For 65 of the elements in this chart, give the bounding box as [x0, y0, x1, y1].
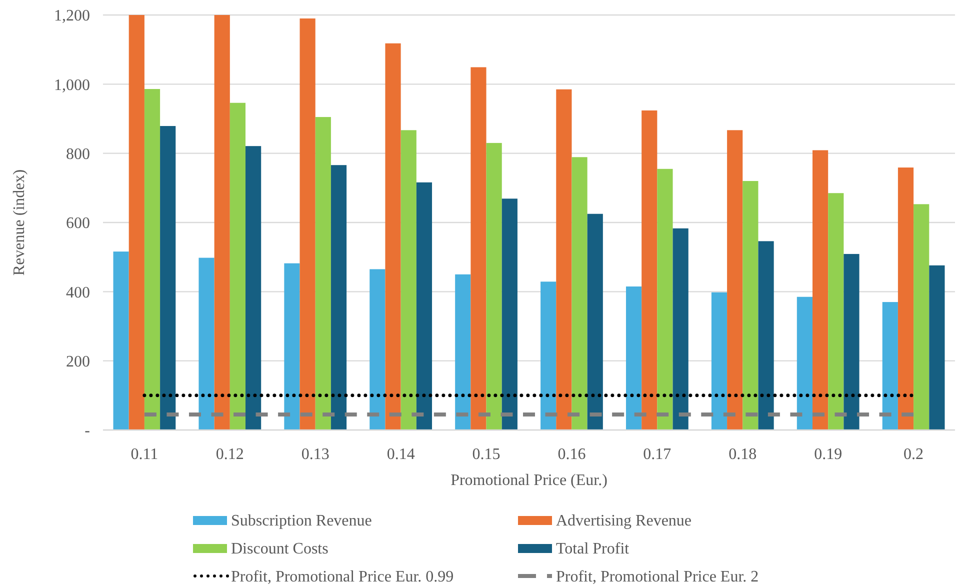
bar	[400, 130, 416, 430]
bar	[642, 110, 658, 430]
legend-label: Subscription Revenue	[231, 512, 372, 530]
bar	[711, 292, 728, 430]
x-tick-label: 0.12	[216, 446, 244, 463]
bar	[385, 43, 401, 430]
bar	[844, 254, 860, 430]
bar	[672, 228, 688, 430]
legend-label: Total Profit	[556, 540, 630, 558]
bar	[727, 130, 743, 430]
bar	[470, 67, 486, 430]
x-tick-label: 0.11	[130, 446, 158, 463]
bar	[486, 142, 502, 430]
bar	[758, 241, 774, 430]
y-axis-title: Revenue (index)	[11, 169, 28, 276]
bar	[626, 286, 642, 430]
bar	[284, 263, 300, 430]
x-tick-label: 0.19	[814, 446, 842, 463]
x-tick-label: 0.16	[558, 446, 586, 463]
legend-label: Profit, Promotional Price Eur. 2	[556, 568, 759, 586]
bar	[246, 146, 262, 430]
bar	[144, 89, 160, 430]
y-tick-label: 400	[66, 284, 90, 302]
x-tick-label: 0.17	[643, 446, 672, 463]
bar	[300, 18, 316, 430]
bar	[113, 252, 129, 430]
bar	[828, 193, 844, 430]
bar	[198, 258, 214, 430]
bar	[796, 296, 812, 430]
bar	[812, 150, 828, 430]
legend-label: Advertising Revenue	[556, 512, 692, 530]
bar	[898, 168, 914, 430]
bar	[330, 165, 347, 430]
x-tick-label: 0.2	[904, 446, 924, 463]
y-tick-label: 1,200	[54, 8, 90, 25]
bar	[657, 168, 673, 430]
bar	[416, 182, 432, 430]
bar	[914, 204, 930, 430]
bar	[742, 181, 758, 430]
x-tick-label: 0.18	[728, 446, 757, 463]
bar	[587, 214, 603, 430]
bar	[455, 274, 471, 430]
legend-label: Profit, Promotional Price Eur. 0.99	[231, 568, 454, 586]
x-tick-label: 0.14	[386, 446, 415, 463]
x-axis-title: Promotional Price (Eur.)	[450, 472, 608, 489]
bar	[160, 126, 176, 430]
y-tick-label: 1,000	[54, 76, 90, 94]
bar	[540, 282, 556, 430]
x-tick-label: 0.13	[301, 446, 330, 463]
bar	[214, 15, 230, 430]
bar	[929, 265, 945, 430]
bar	[882, 302, 898, 430]
bar	[370, 269, 386, 430]
bar	[572, 157, 588, 430]
bar	[315, 117, 331, 430]
x-tick-label: 0.15	[472, 446, 500, 463]
y-tick-label: 600	[66, 215, 90, 232]
y-tick-label: 800	[66, 146, 90, 163]
legend-label: Discount Costs	[231, 540, 328, 558]
y-tick-label: -	[84, 422, 90, 440]
bar	[128, 15, 144, 430]
bar	[556, 89, 572, 430]
y-tick-label: 200	[66, 353, 90, 370]
bar	[230, 102, 246, 430]
bar	[502, 198, 518, 430]
